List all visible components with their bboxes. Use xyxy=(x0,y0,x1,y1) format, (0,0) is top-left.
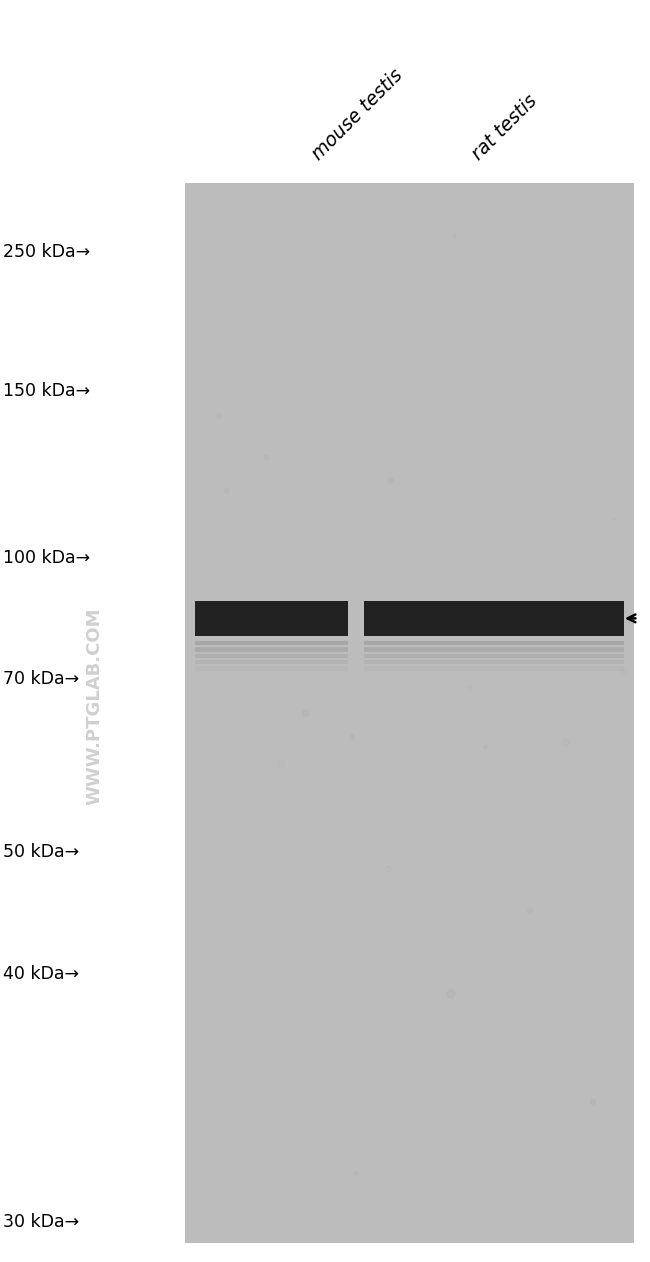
Bar xyxy=(364,666,624,670)
Text: 50 kDa→: 50 kDa→ xyxy=(3,843,79,861)
Ellipse shape xyxy=(453,235,456,237)
Text: 30 kDa→: 30 kDa→ xyxy=(3,1213,79,1230)
Ellipse shape xyxy=(350,734,354,740)
Text: 100 kDa→: 100 kDa→ xyxy=(3,549,90,567)
Ellipse shape xyxy=(484,746,487,748)
Ellipse shape xyxy=(264,456,268,459)
Ellipse shape xyxy=(527,907,532,912)
Bar xyxy=(195,654,348,658)
Bar xyxy=(364,601,624,636)
Ellipse shape xyxy=(303,711,309,716)
Bar xyxy=(364,654,624,658)
Bar xyxy=(195,660,348,664)
Bar xyxy=(195,666,348,670)
Ellipse shape xyxy=(389,478,393,482)
Bar xyxy=(364,641,624,645)
Ellipse shape xyxy=(590,1099,595,1104)
Text: 150 kDa→: 150 kDa→ xyxy=(3,382,90,400)
Text: WWW.PTGLAB.COM: WWW.PTGLAB.COM xyxy=(85,608,103,805)
Text: 40 kDa→: 40 kDa→ xyxy=(3,965,79,983)
Text: 70 kDa→: 70 kDa→ xyxy=(3,670,79,688)
Text: mouse testis: mouse testis xyxy=(309,66,407,164)
Bar xyxy=(364,660,624,664)
Text: rat testis: rat testis xyxy=(468,91,541,164)
Ellipse shape xyxy=(224,488,229,493)
Bar xyxy=(195,641,348,645)
Bar xyxy=(195,601,348,636)
Bar xyxy=(364,647,624,651)
Ellipse shape xyxy=(385,866,391,872)
Ellipse shape xyxy=(613,517,615,520)
Text: 250 kDa→: 250 kDa→ xyxy=(3,244,90,261)
Bar xyxy=(195,647,348,651)
Ellipse shape xyxy=(447,989,455,998)
Ellipse shape xyxy=(562,740,569,746)
Bar xyxy=(185,183,634,1243)
Ellipse shape xyxy=(217,414,222,419)
Ellipse shape xyxy=(354,1171,358,1175)
